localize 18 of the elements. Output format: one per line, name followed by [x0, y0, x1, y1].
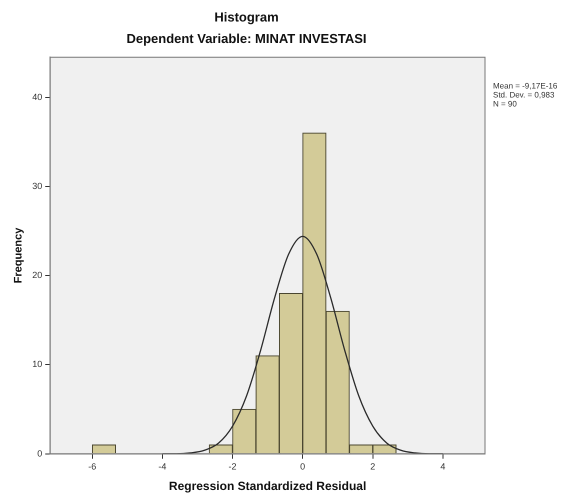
x-tick-label: 4	[440, 462, 446, 472]
chart-title: Histogram	[214, 9, 279, 24]
x-tick-label: 2	[370, 462, 376, 472]
x-tick-label: 0	[300, 462, 306, 472]
chart-subtitle: Dependent Variable: MINAT INVESTASI	[126, 30, 367, 46]
x-axis-title: Regression Standardized Residual	[168, 479, 366, 494]
y-axis-title: Frequency	[12, 226, 25, 284]
text: Std. Dev. = 0,983	[493, 90, 555, 100]
y-tick-label: 40	[32, 92, 42, 102]
text: Mean = -9,17E-16	[493, 81, 558, 90]
y-tick-label: 10	[32, 359, 42, 370]
y-tick-label: 20	[32, 270, 42, 280]
x-tick-label: -4	[158, 462, 166, 472]
y-tick-label: 30	[32, 180, 42, 191]
x-tick-label: -6	[88, 462, 96, 472]
y-tick-label: 0	[37, 448, 42, 458]
text: N = 90	[493, 99, 518, 108]
x-tick-label: -2	[228, 462, 237, 472]
